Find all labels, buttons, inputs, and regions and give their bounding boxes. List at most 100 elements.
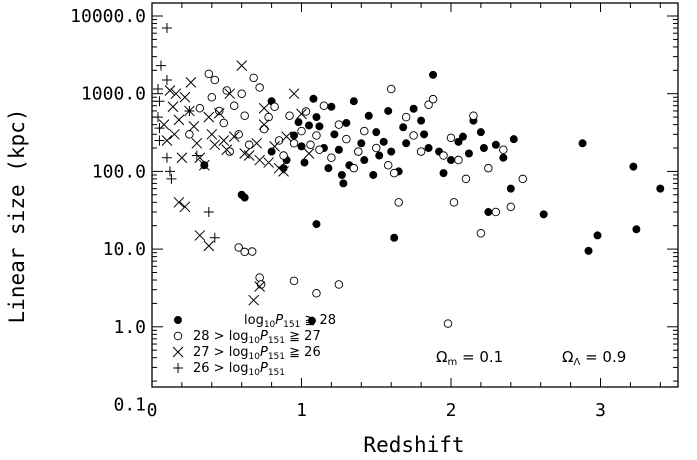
data-point (387, 147, 396, 156)
data-point (154, 135, 165, 146)
data-point (386, 84, 396, 94)
data-point (285, 111, 294, 121)
data-point (240, 111, 249, 121)
data-point (327, 102, 336, 111)
data-point (247, 247, 257, 256)
data-point (372, 128, 381, 137)
data-point (491, 140, 500, 149)
data-point (191, 137, 203, 149)
data-point (479, 144, 488, 153)
data-point (254, 281, 265, 292)
data-points (152, 23, 665, 328)
data-point (584, 246, 593, 255)
data-point (360, 156, 369, 165)
data-point (248, 294, 260, 306)
data-point (161, 135, 173, 146)
data-point (209, 139, 221, 151)
data-point (249, 73, 258, 83)
data-point (198, 159, 210, 171)
data-point (179, 91, 191, 103)
data-point (443, 319, 453, 328)
data-point (279, 151, 288, 160)
data-point (349, 97, 358, 106)
data-point (428, 94, 438, 104)
data-point (315, 145, 324, 154)
data-point (539, 210, 548, 219)
data-point (464, 149, 473, 158)
data-point (312, 131, 321, 140)
y-tick-label: 10000.0 (70, 6, 146, 27)
data-point (164, 85, 176, 96)
data-point (334, 280, 344, 289)
data-point (240, 247, 249, 257)
data-point (164, 166, 175, 177)
data-point (315, 122, 324, 131)
data-point (342, 118, 351, 127)
data-point (154, 96, 165, 107)
data-point (439, 151, 448, 160)
data-point (269, 141, 280, 152)
legend-label: 27 > log10P151 ≧ 26 (193, 345, 321, 362)
data-point (301, 107, 311, 116)
data-point (476, 228, 486, 238)
data-point (394, 198, 403, 207)
data-point (155, 60, 166, 71)
data-point (203, 240, 215, 252)
data-point (255, 83, 264, 92)
data-point (454, 155, 463, 165)
data-point (593, 231, 602, 240)
data-point (499, 145, 508, 154)
y-tick-label: 1000.0 (81, 84, 146, 105)
data-point (389, 168, 399, 178)
data-point (357, 139, 366, 148)
data-point (324, 164, 333, 173)
data-point (185, 76, 197, 88)
data-point (161, 152, 172, 163)
data-point (179, 201, 191, 213)
data-point (289, 139, 299, 148)
data-point (152, 83, 163, 94)
data-point (228, 131, 240, 143)
data-point (258, 102, 270, 114)
data-point (303, 148, 315, 159)
data-point (402, 139, 411, 148)
data-point (176, 152, 188, 164)
data-point (251, 137, 263, 149)
data-point (416, 147, 426, 156)
data-point (154, 123, 165, 134)
data-point (337, 170, 346, 179)
data-point (297, 126, 306, 136)
data-point (469, 111, 478, 121)
data-point (237, 89, 246, 98)
data-point (173, 196, 185, 208)
data-point (234, 243, 243, 252)
x-axis-title: Redshift (363, 433, 464, 457)
data-point (424, 100, 433, 110)
data-point (234, 130, 243, 139)
data-point (417, 116, 426, 125)
data-point (278, 166, 289, 177)
y-tick-label: 1.0 (113, 317, 146, 338)
annotations: Ωm = 0.1 ΩΛ = 0.9 (436, 348, 626, 368)
data-point (259, 124, 269, 134)
data-point (312, 113, 321, 122)
data-point (306, 140, 315, 150)
data-point (327, 153, 336, 162)
x-tick-label: 2 (446, 400, 457, 421)
data-point (509, 135, 518, 144)
data-point (219, 118, 229, 128)
data-point (263, 157, 274, 168)
data-point (240, 193, 249, 202)
data-point (203, 207, 214, 218)
data-point (161, 75, 172, 86)
data-point (204, 69, 214, 79)
data-point (236, 60, 248, 71)
series-open-circle (185, 69, 528, 328)
data-point (449, 198, 459, 207)
axes (151, 2, 679, 388)
data-point (384, 106, 393, 115)
data-point (300, 158, 309, 167)
data-point (173, 114, 185, 126)
